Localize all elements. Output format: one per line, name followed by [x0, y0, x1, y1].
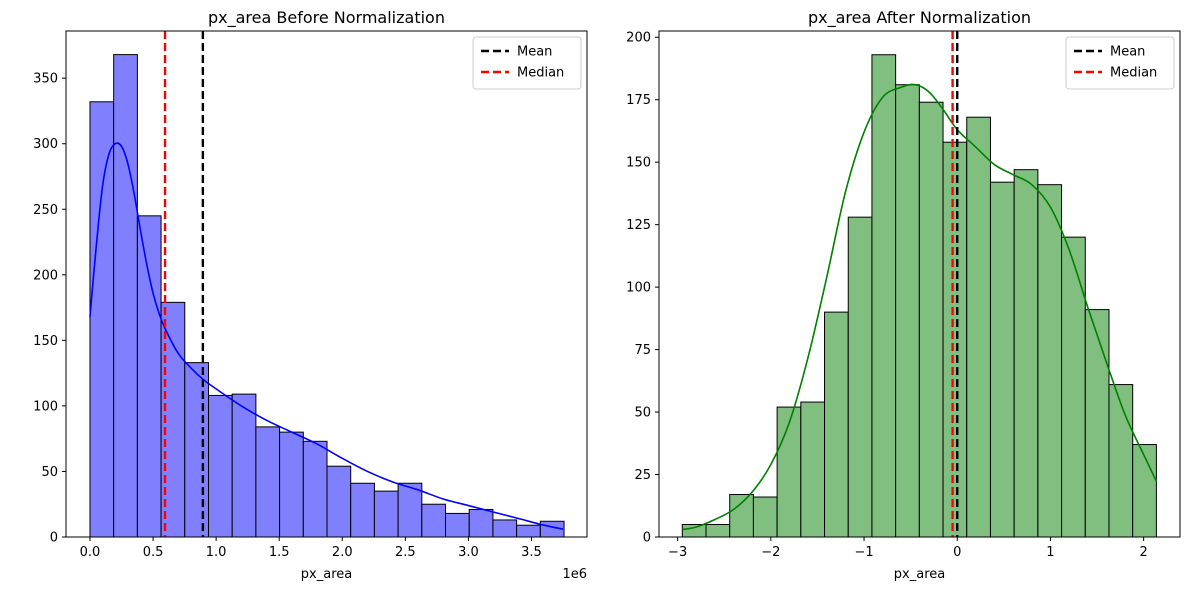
legend-label: Mean	[517, 45, 552, 60]
histogram-bar	[136, 215, 162, 538]
histogram-bar	[681, 524, 707, 538]
x-tick-label: 0.5	[143, 545, 164, 560]
histogram-bar	[231, 393, 257, 538]
histogram-bar	[989, 181, 1015, 538]
histogram-bar	[895, 84, 920, 538]
plot-frame	[65, 30, 588, 538]
x-tick-label: 0.0	[80, 545, 101, 560]
histogram-bar	[1108, 384, 1134, 538]
y-tick-label: 150	[33, 334, 58, 349]
histogram-bar	[776, 406, 802, 538]
left-histogram-panel: 0.0 0.5 1.0 1.5 2.0 2.5 3.0 3.5 0 50 100 150 200 250 3…	[33, 8, 588, 582]
legend-label: Mean	[1110, 45, 1145, 60]
y-tick-label: 50	[41, 465, 58, 480]
histogram-bar	[1013, 169, 1039, 538]
x-axis-label: px_area	[301, 567, 352, 582]
y-tick-label: 25	[634, 468, 651, 483]
histogram-bar	[350, 482, 375, 538]
legend: Mean Median	[472, 36, 582, 90]
histogram-bar	[918, 101, 944, 538]
x-tick-label: 1	[1046, 545, 1054, 560]
histogram-bar	[729, 494, 754, 538]
y-tick-label: 50	[634, 406, 651, 421]
y-tick-label: 200	[626, 31, 651, 46]
histogram-bar	[421, 503, 447, 538]
histogram-bar	[207, 394, 233, 538]
x-tick-label: 0	[953, 545, 961, 560]
histogram-bar	[847, 216, 873, 538]
histogram-bar	[1084, 309, 1110, 538]
x-axis-offset-label: 1e6	[562, 567, 587, 582]
y-tick-label: 175	[626, 93, 651, 108]
x-tick-label: 1.5	[269, 545, 290, 560]
x-axis-label: px_area	[894, 567, 945, 582]
histogram-bar	[1132, 444, 1157, 538]
histogram-bar	[255, 426, 281, 538]
x-tick-label: 3.5	[521, 545, 542, 560]
x-tick-label: 2.0	[332, 545, 353, 560]
y-tick-label: 0	[50, 531, 58, 546]
histogram-bar	[516, 524, 541, 538]
chart-title: px_area Before Normalization	[208, 8, 445, 28]
legend: Mean Median	[1065, 36, 1175, 90]
histogram-bar	[752, 496, 778, 538]
histogram-bars	[89, 54, 565, 538]
x-tick-label: 3.0	[458, 545, 479, 560]
x-tick-label: −3	[668, 545, 687, 560]
histogram-bar	[445, 512, 470, 538]
histogram-bar	[871, 54, 897, 538]
y-tick-label: 350	[33, 72, 58, 87]
plot-frame	[658, 30, 1181, 538]
x-tick-label: 2	[1140, 545, 1148, 560]
histogram-bar	[966, 116, 991, 538]
histogram-bar	[492, 519, 518, 538]
x-tick-label: −2	[761, 545, 780, 560]
y-tick-label: 150	[626, 156, 651, 171]
y-tick-label: 100	[33, 399, 58, 414]
histogram-bar	[113, 54, 138, 538]
histogram-bar	[302, 440, 328, 538]
x-tick-label: 1.0	[206, 545, 227, 560]
histogram-bar	[373, 490, 399, 538]
histogram-bar	[942, 141, 968, 538]
y-tick-label: 250	[33, 203, 58, 218]
histogram-bar	[1061, 236, 1086, 538]
x-tick-label: −1	[854, 545, 873, 560]
x-tick-label: 2.5	[395, 545, 416, 560]
histogram-bar	[279, 431, 304, 538]
y-tick-label: 0	[643, 531, 651, 546]
histogram-bar	[1037, 184, 1063, 538]
legend-label: Median	[1110, 66, 1157, 81]
kde-curve	[682, 83, 1158, 531]
right-histogram-panel: −3 −2 −1 0 1 2 0 25 50 75 100 125 150 175 200 px_area A…	[626, 8, 1181, 582]
histogram-bar	[824, 311, 849, 538]
y-tick-label: 125	[626, 218, 651, 233]
histogram-bar	[800, 401, 826, 538]
y-tick-label: 75	[634, 343, 651, 358]
histogram-bar	[468, 508, 494, 538]
legend-label: Median	[517, 66, 564, 81]
histogram-bar	[326, 465, 352, 538]
y-tick-label: 300	[33, 137, 58, 152]
chart-title: px_area After Normalization	[808, 8, 1031, 28]
histogram-bar	[184, 362, 209, 538]
histogram-bar	[89, 101, 115, 538]
histogram-bars	[681, 54, 1157, 538]
y-tick-label: 200	[33, 268, 58, 283]
histogram-bar	[397, 482, 423, 538]
histogram-bar	[705, 524, 731, 538]
y-tick-label: 100	[626, 281, 651, 296]
